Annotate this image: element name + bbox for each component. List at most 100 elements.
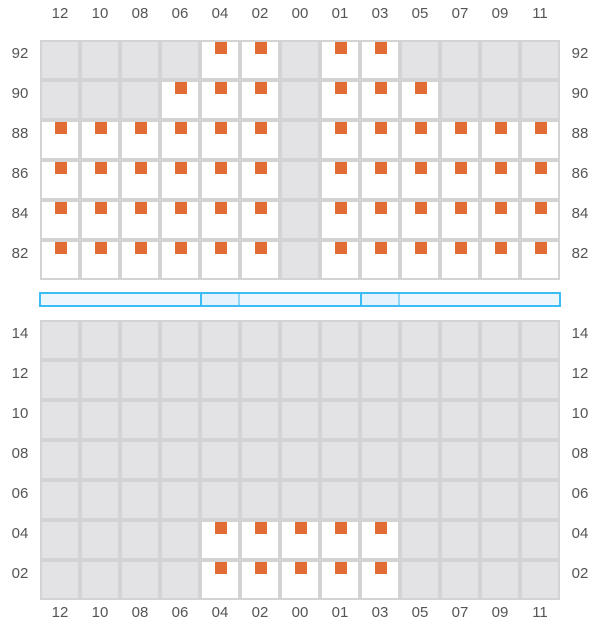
seat-available[interactable] [200,120,240,160]
bottom-row-label-right: 10 [571,405,589,422]
seat-marker-icon [495,122,507,134]
seat-available[interactable] [240,240,280,280]
seat-available[interactable] [440,160,480,200]
seat-available[interactable] [280,520,320,560]
seat-available[interactable] [40,120,80,160]
seat-available[interactable] [40,200,80,240]
seat-available[interactable] [240,160,280,200]
seat-available[interactable] [440,120,480,160]
seat-available[interactable] [120,200,160,240]
seat-available[interactable] [40,160,80,200]
seat-available[interactable] [240,40,280,80]
seat-available[interactable] [160,120,200,160]
seat-available[interactable] [480,120,520,160]
top-column-label: 06 [171,5,189,22]
seat-marker-icon [175,122,187,134]
seat-available[interactable] [360,120,400,160]
seat-unavailable [80,400,120,440]
top-column-label: 04 [211,5,229,22]
seat-available[interactable] [360,160,400,200]
seat-unavailable [480,400,520,440]
seat-available[interactable] [320,520,360,560]
seat-unavailable [480,80,520,120]
seat-marker-icon [175,82,187,94]
seat-unavailable [320,440,360,480]
seat-available[interactable] [360,40,400,80]
seat-available[interactable] [440,200,480,240]
seat-unavailable [120,360,160,400]
seat-available[interactable] [480,240,520,280]
seat-available[interactable] [80,240,120,280]
seat-marker-icon [255,122,267,134]
seat-unavailable [120,520,160,560]
seat-available[interactable] [240,520,280,560]
seat-available[interactable] [160,200,200,240]
seat-marker-icon [215,522,227,534]
seat-available[interactable] [200,240,240,280]
seat-available[interactable] [360,520,400,560]
seat-available[interactable] [360,560,400,600]
seat-available[interactable] [120,240,160,280]
seat-available[interactable] [320,240,360,280]
seat-available[interactable] [80,200,120,240]
seat-available[interactable] [360,80,400,120]
seat-available[interactable] [320,80,360,120]
seat-unavailable [480,40,520,80]
seat-available[interactable] [480,160,520,200]
seat-available[interactable] [320,200,360,240]
seat-available[interactable] [400,120,440,160]
seat-available[interactable] [240,200,280,240]
seat-available[interactable] [200,560,240,600]
seat-available[interactable] [320,120,360,160]
seat-available[interactable] [320,160,360,200]
seat-available[interactable] [400,80,440,120]
seat-available[interactable] [200,80,240,120]
seat-available[interactable] [40,240,80,280]
seat-available[interactable] [160,160,200,200]
seat-unavailable [280,360,320,400]
seat-available[interactable] [120,120,160,160]
seat-available[interactable] [520,120,560,160]
seat-available[interactable] [80,160,120,200]
seat-available[interactable] [400,240,440,280]
seat-available[interactable] [520,160,560,200]
seat-available[interactable] [200,520,240,560]
seat-unavailable [80,440,120,480]
seat-available[interactable] [400,200,440,240]
seat-available[interactable] [520,200,560,240]
top-row-label-left: 86 [11,165,29,182]
seat-available[interactable] [520,240,560,280]
seat-marker-icon [335,522,347,534]
seat-available[interactable] [240,560,280,600]
seat-marker-icon [215,162,227,174]
seat-available[interactable] [280,560,320,600]
seat-marker-icon [335,562,347,574]
bottom-column-label: 08 [131,604,149,621]
seat-available[interactable] [80,120,120,160]
seat-available[interactable] [240,80,280,120]
seat-available[interactable] [480,200,520,240]
seat-available[interactable] [400,160,440,200]
seat-available[interactable] [160,240,200,280]
seat-available[interactable] [200,160,240,200]
seat-unavailable [360,360,400,400]
seat-marker-icon [375,82,387,94]
seat-available[interactable] [440,240,480,280]
bottom-row-label-right: 04 [571,525,589,542]
seat-available[interactable] [160,80,200,120]
seat-available[interactable] [320,560,360,600]
seat-unavailable [480,360,520,400]
seat-available[interactable] [200,200,240,240]
top-row-label-right: 92 [571,45,589,62]
seat-unavailable [80,80,120,120]
seat-available[interactable] [240,120,280,160]
seat-marker-icon [375,42,387,54]
top-row-label-right: 90 [571,85,589,102]
seat-unavailable [280,440,320,480]
seat-unavailable [160,400,200,440]
seat-available[interactable] [360,240,400,280]
seat-available[interactable] [360,200,400,240]
seat-available[interactable] [120,160,160,200]
seat-available[interactable] [320,40,360,80]
seat-available[interactable] [200,40,240,80]
